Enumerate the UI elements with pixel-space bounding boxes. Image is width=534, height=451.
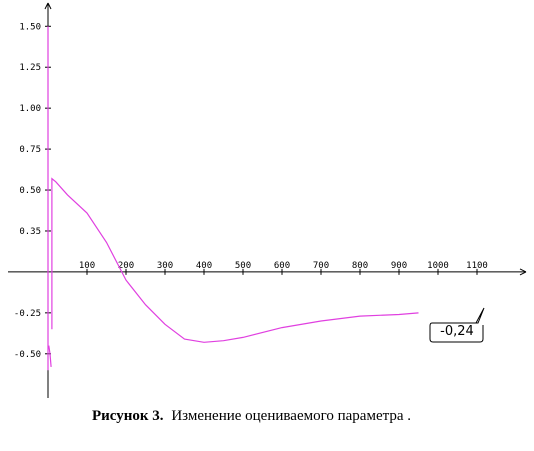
x-tick-label: 200 xyxy=(118,261,134,271)
y-tick-label: 1.00 xyxy=(19,104,41,114)
x-tick-label: 500 xyxy=(235,261,251,271)
x-tick-label: 100 xyxy=(79,261,95,271)
x-tick-label: 1000 xyxy=(427,261,449,271)
annotation: -0,24 xyxy=(440,324,474,339)
y-axis-arrow xyxy=(44,2,52,10)
x-tick-label: 400 xyxy=(196,261,212,271)
x-axis-arrow xyxy=(519,268,527,276)
line-series xyxy=(47,26,419,371)
x-tick-label: 1100 xyxy=(466,261,488,271)
caption-text: Изменение оцениваемого параметра . xyxy=(171,408,411,424)
x-tick-label: 800 xyxy=(352,261,368,271)
y-tick-label: 0.35 xyxy=(19,227,41,237)
x-tick-label: 900 xyxy=(391,261,407,271)
y-tick-label: 0.75 xyxy=(19,145,41,155)
callout-box xyxy=(429,307,485,343)
y-tick-label: 1.25 xyxy=(19,63,41,73)
caption: Рисунок 3. Изменение оцениваемого параме… xyxy=(92,408,411,424)
x-tick-label: 700 xyxy=(313,261,329,271)
y-tick-label: -0.25 xyxy=(14,309,41,319)
y-tick-label: 1.50 xyxy=(19,22,41,32)
x-tick-label: 300 xyxy=(157,261,173,271)
y-tick-label: 0.50 xyxy=(19,186,41,196)
x-tick-label: 600 xyxy=(274,261,290,271)
caption-label: Рисунок 3. xyxy=(92,408,164,424)
y-tick-label: -0.50 xyxy=(14,350,41,360)
